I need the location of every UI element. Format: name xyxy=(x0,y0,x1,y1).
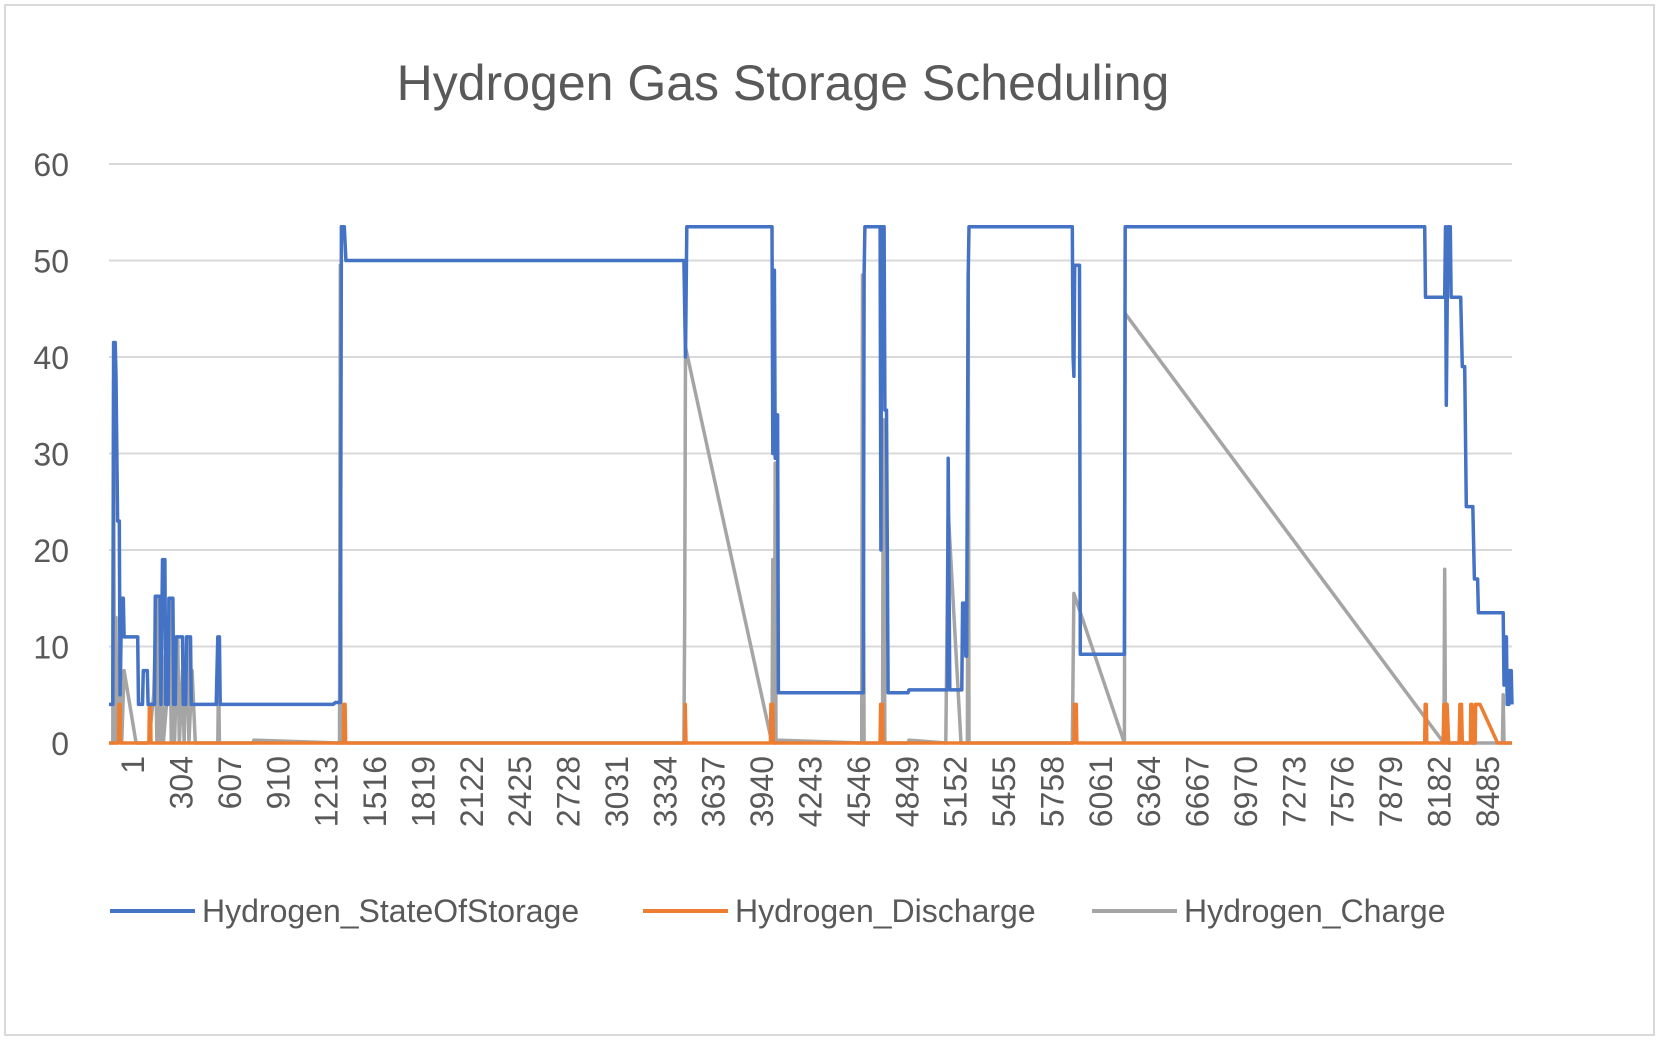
y-tick-label: 10 xyxy=(33,630,69,666)
y-tick-label: 60 xyxy=(33,147,69,183)
x-tick-label: 1516 xyxy=(357,756,393,827)
x-tick-label: 3637 xyxy=(696,756,732,827)
x-tick-label: 2122 xyxy=(454,756,490,827)
x-tick-label: 5152 xyxy=(938,756,974,827)
y-tick-label: 0 xyxy=(51,726,69,762)
x-tick-label: 5758 xyxy=(1034,756,1070,827)
y-tick-label: 50 xyxy=(33,244,69,280)
x-tick-label: 1819 xyxy=(405,756,441,827)
x-tick-label: 3940 xyxy=(744,756,780,827)
x-tick-label: 6667 xyxy=(1180,756,1216,827)
gridlines xyxy=(109,163,1512,744)
x-tick-label: 2728 xyxy=(551,756,587,827)
x-tick-label: 5455 xyxy=(986,756,1022,827)
x-tick-label: 6364 xyxy=(1131,756,1167,827)
x-tick-label: 7879 xyxy=(1373,756,1409,827)
x-tick-label: 8485 xyxy=(1470,756,1506,827)
legend-entry: Hydrogen_StateOfStorage xyxy=(110,893,579,929)
series-lines xyxy=(109,224,1514,745)
series-line-hydrogen-discharge xyxy=(109,702,1512,745)
legend: Hydrogen_StateOfStorage Hydrogen_Discharg… xyxy=(110,893,1446,929)
y-axis-tick-labels: 0 10 20 30 40 50 60 xyxy=(33,147,69,762)
x-tick-label: 4849 xyxy=(889,756,925,827)
x-tick-label: 2425 xyxy=(502,756,538,827)
x-tick-label: 1213 xyxy=(309,756,345,827)
chart-svg: Hydrogen Gas Storage Scheduling 01020304… xyxy=(33,55,1514,929)
y-tick-label: 30 xyxy=(33,437,69,473)
x-tick-label: 4546 xyxy=(841,756,877,827)
x-tick-label: 3334 xyxy=(647,756,683,827)
legend-label: Hydrogen_StateOfStorage xyxy=(202,893,579,929)
x-tick-label: 7273 xyxy=(1276,756,1312,827)
x-tick-label: 1 xyxy=(115,756,151,774)
x-tick-label: 910 xyxy=(260,756,296,809)
chart-frame: Hydrogen Gas Storage Scheduling 0 10 20 30 4… xyxy=(4,4,1655,1036)
x-axis-tick-labels: 1 304 607 910 1213 1516 1819 2122 2425 2728 3031 33… xyxy=(115,756,1506,827)
x-tick-label: 3031 xyxy=(599,756,635,827)
legend-label: Hydrogen_Charge xyxy=(1184,893,1446,929)
x-tick-label: 8182 xyxy=(1421,756,1457,827)
x-tick-label: 6970 xyxy=(1228,756,1264,827)
chart-title: Hydrogen Gas Storage Scheduling xyxy=(397,55,1170,111)
series-line-hydrogen-charge xyxy=(109,263,1512,745)
legend-entry: Hydrogen_Discharge xyxy=(643,893,1036,929)
x-tick-label: 7576 xyxy=(1325,756,1361,827)
y-tick-label: 20 xyxy=(33,533,69,569)
x-tick-label: 4243 xyxy=(793,756,829,827)
x-tick-label: 6061 xyxy=(1083,756,1119,827)
x-tick-label: 607 xyxy=(212,756,248,809)
legend-label: Hydrogen_Discharge xyxy=(735,893,1036,929)
y-tick-label: 40 xyxy=(33,340,69,376)
x-tick-label: 304 xyxy=(164,756,200,809)
series-line-hydrogen-stateofstorage xyxy=(109,224,1514,707)
legend-entry: Hydrogen_Charge xyxy=(1092,893,1446,929)
